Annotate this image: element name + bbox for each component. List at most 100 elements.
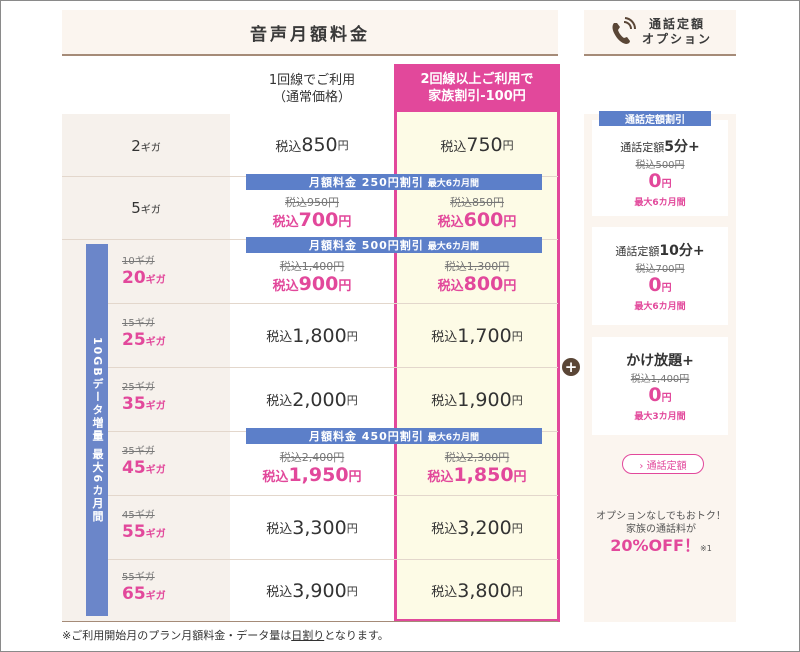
tax-prefix: 税込 [272,278,299,294]
plan-label-25gb: 15ギガ 25ギガ [122,318,222,350]
tax-prefix: 税込 [427,469,454,485]
voice-fee-header: 音声月額料金 [62,10,558,56]
row-divider [108,431,230,432]
plan-label-65gb: 55ギガ 65ギガ [122,572,222,604]
plan-size: 65 [122,584,146,604]
normal-price-25gb: 税込 1,800 円 [230,304,394,367]
normal-price-20gb: 税込1,400円 税込900円 [230,256,394,298]
prorated-link[interactable]: 日割り [291,629,325,642]
old-price: 税込1,400円 [279,259,345,273]
phone-icon [612,17,636,44]
price-value: 1,700 [457,324,512,347]
yen-unit: 円 [338,278,352,294]
card-title-prefix: 通話定額 [615,245,660,258]
row-divider [108,559,230,560]
tax-prefix: 税込 [275,139,302,155]
normal-price-2gb: 税込 850 円 [230,114,394,176]
price-value: 2,000 [292,388,347,411]
normal-header-line2: （通常価格） [272,90,351,105]
yen-unit: 円 [337,139,349,152]
family-price-65gb: 税込 3,800 円 [397,560,557,621]
plan-unit: ギガ [140,142,161,154]
plan-label-2gb: 2ギガ [62,114,230,176]
family-header-line1: 2回線以上ご利用で [420,72,534,87]
yen-unit: 円 [503,278,517,294]
price-value: 1,950 [288,463,349,486]
price-value: 3,300 [292,516,347,539]
plan-size: 5 [131,199,141,217]
price-value: 900 [298,272,339,295]
price-value: 0 [648,384,662,406]
family-price-2gb: 税込 750 円 [397,114,557,176]
yen-unit: 円 [661,179,672,190]
old-plan-size: 45ギガ [122,510,155,521]
period-note: 最大3カ月間 [634,412,686,422]
old-price: 税込700円 [635,264,685,275]
old-price: 税込1,300円 [444,259,510,273]
yen-unit: 円 [346,584,358,598]
discount-banner-250: 月額料金 250円割引 最大6カ月間 [246,174,542,190]
yen-unit: 円 [513,469,527,485]
tax-prefix: 税込 [266,394,293,409]
card-title-prefix: 通話定額 [620,141,665,154]
option-title-line1: 通話定額 [648,17,705,31]
normal-price-55gb: 税込 3,300 円 [230,496,394,559]
option-card-10min: 通話定額10分+ 税込700円 0円 最大6カ月間 [592,227,728,325]
banner-text: 月額料金 250円割引 [308,176,424,189]
tax-prefix: 税込 [437,214,464,230]
plan-size: 20 [122,268,146,288]
family-price-55gb: 税込 3,200 円 [397,496,557,559]
call-discount-tag: 通話定額割引 [599,111,711,126]
price-value: 3,800 [457,579,512,602]
plan-label-5gb: 5ギガ [62,177,230,239]
plan-unit: ギガ [145,275,166,286]
old-price: 税込950円 [285,195,339,209]
table-bottom-line [230,621,558,622]
yen-unit: 円 [338,214,352,230]
price-value: 0 [648,170,662,192]
card-title: 10分+ [659,243,705,259]
tax-prefix: 税込 [431,522,458,537]
call-plan-button[interactable]: › 通話定額 [622,454,704,474]
price-value: 700 [298,208,339,231]
period-note: 最大6カ月間 [634,302,686,312]
row-divider [62,239,230,240]
old-price: 税込2,300円 [444,450,510,464]
row-divider [230,495,558,496]
row-divider [108,367,230,368]
row-divider [108,303,230,304]
tax-prefix: 税込 [437,278,464,294]
note-line2: 家族の通話料が [626,524,696,535]
plan-size: 55 [122,522,146,542]
normal-price-65gb: 税込 3,900 円 [230,560,394,621]
yen-unit: 円 [511,584,523,598]
old-plan-size: 25ギガ [122,382,155,393]
yen-unit: 円 [502,139,514,152]
tax-prefix: 税込 [431,330,458,345]
plan-unit: ギガ [145,591,166,602]
normal-price-45gb: 税込2,400円 税込1,950円 [230,447,394,489]
banner-text: 月額料金 500円割引 [308,239,424,252]
banner-text: 月額料金 450円割引 [308,430,424,443]
option-title-line2: オプション [641,32,712,46]
price-value: 750 [466,134,503,156]
plus-icon: + [562,358,580,376]
row-divider [230,367,558,368]
yen-unit: 円 [346,393,358,407]
old-plan-size: 35ギガ [122,446,155,457]
yen-unit: 円 [661,393,672,404]
normal-header-line1: 1回線でご利用 [268,73,356,88]
note-line1: オプションなしでもおトク！ [596,511,726,522]
plan-unit: ギガ [140,205,161,216]
table-bottom-line [62,621,230,622]
option-card-unlimited: かけ放題+ 税込1,400円 0円 最大3カ月間 [592,337,728,435]
banner-period: 最大6カ月間 [427,241,480,252]
plan-label-35gb: 25ギガ 35ギガ [122,382,222,414]
footnote-text: ※ご利用開始月のプラン月額料金・データ量は [62,629,292,642]
yen-unit: 円 [511,521,523,535]
call-option-header: 通話定額 オプション [584,10,736,56]
row-label-bg [62,114,230,176]
plan-label-55gb: 45ギガ 55ギガ [122,510,222,542]
row-divider [230,559,558,560]
price-value: 600 [463,208,504,231]
